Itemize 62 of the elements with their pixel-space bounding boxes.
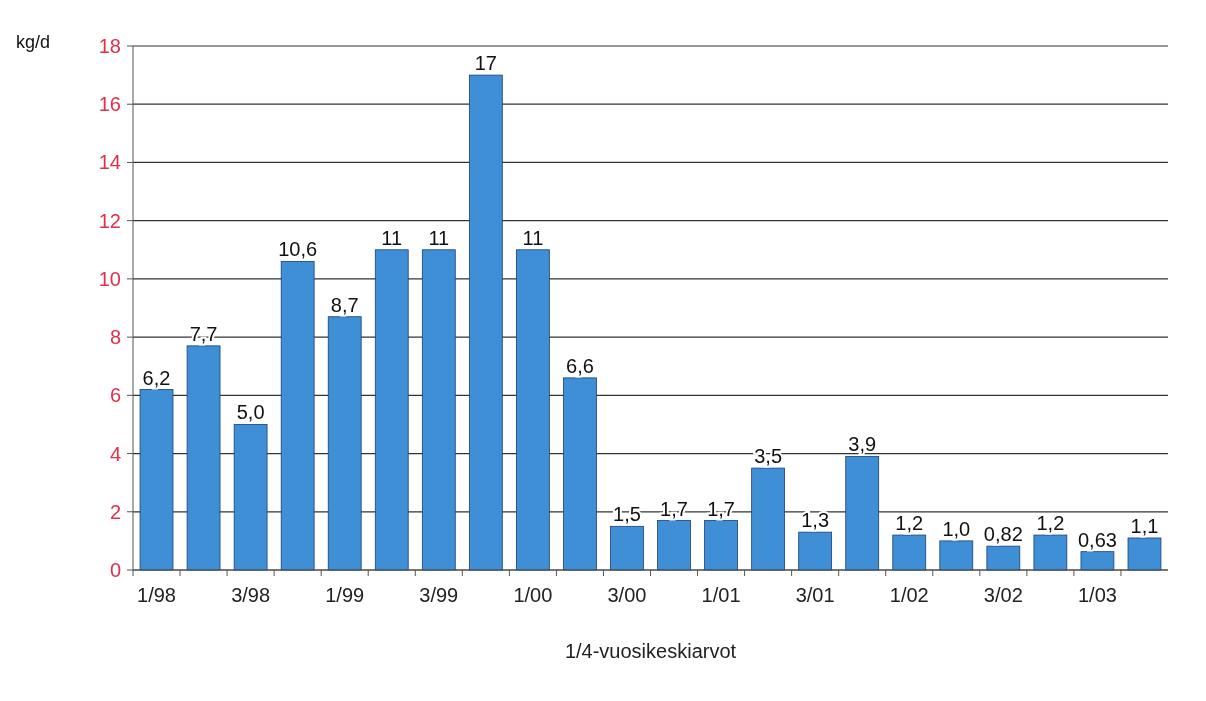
y-tick-label: 14 [98,151,121,174]
x-tick-label: 3/01 [795,584,835,606]
bar [327,316,362,571]
bar [704,520,738,571]
bar [1033,534,1068,571]
y-tick-label: 16 [98,93,121,116]
y-tick-label: 2 [109,500,121,523]
x-tick-label: 3/99 [419,584,459,606]
bar [233,424,268,571]
x-tick-label: 3/00 [607,584,647,606]
bar [892,534,927,571]
data-label: 5,0 [236,401,265,424]
data-label: 11 [522,226,544,249]
data-label: 1,2 [1036,512,1065,535]
data-label: 6,6 [566,354,594,377]
y-tick-label: 0 [109,559,121,581]
bar [421,249,456,571]
bar [374,249,409,571]
x-tick-label: 1/98 [137,584,176,606]
bar [986,545,1021,571]
bar [610,525,644,571]
y-tick-label: 4 [109,442,121,465]
x-tick-label: 1/99 [325,584,365,606]
bar [186,345,221,571]
bar [280,261,315,571]
x-tick-label: 3/98 [231,584,271,606]
bar [798,531,833,571]
data-label: 0,63 [1077,528,1117,551]
y-axis-title: kg/d [16,32,51,52]
data-label: 0,82 [983,523,1023,546]
x-tick-label: 3/02 [983,584,1023,606]
y-tick-label: 12 [98,209,121,232]
bar [939,540,974,571]
data-label: 1,1 [1130,514,1159,537]
x-tick-label: 1/02 [889,584,929,606]
data-label: 11 [428,226,450,249]
x-tick-label: 1/00 [513,584,553,606]
data-label: 17 [474,52,497,75]
data-label: 6,2 [142,366,171,389]
bar [1127,537,1162,571]
x-tick-label: 1/01 [701,584,741,606]
data-label: 1,2 [895,512,924,535]
x-axis-title: 1/4-vuosikeskiarvot [564,640,737,662]
y-tick-label: 18 [98,35,121,57]
bar [516,249,550,571]
bar [1080,551,1115,571]
y-tick-label: 6 [109,384,121,407]
data-label: 11 [381,226,403,249]
data-label: 1,3 [801,509,830,532]
data-label: 8,7 [330,293,359,316]
bar [139,389,174,571]
bar [468,74,503,571]
data-label: 10,6 [278,238,318,261]
bar [563,377,597,571]
bar [657,520,691,571]
y-tick-label: 8 [109,326,121,349]
y-tick-label: 10 [98,267,121,290]
x-tick-label: 1/03 [1077,584,1117,606]
data-label: 3,9 [848,433,877,456]
bar [845,456,880,571]
bar [751,467,785,571]
data-label: 1,0 [942,517,971,540]
